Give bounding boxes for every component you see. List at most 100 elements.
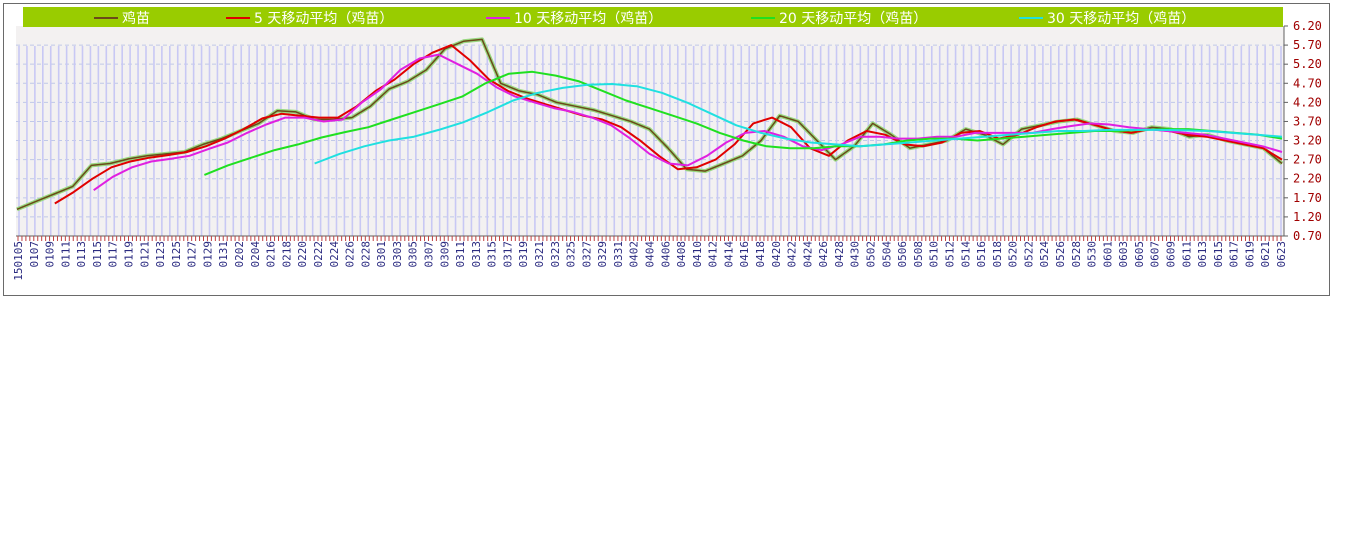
- y-tick-label: 1.70: [1293, 191, 1322, 205]
- x-tick-label: 0619: [1243, 241, 1256, 268]
- series-line: [93, 53, 1283, 192]
- x-tick-label: 0520: [1007, 241, 1020, 268]
- legend-bar: [23, 7, 1283, 27]
- series-lines: [16, 37, 1284, 212]
- x-tick-label: 0418: [754, 241, 767, 268]
- x-tick-label: 0607: [1149, 241, 1162, 268]
- x-tick-label: 0406: [659, 241, 672, 268]
- x-tick-label: 0508: [912, 241, 925, 268]
- x-tick-label: 0526: [1054, 241, 1067, 268]
- x-tick-label: 0528: [1070, 241, 1083, 268]
- x-tick-label: 0605: [1133, 241, 1146, 268]
- x-tick-label: 0510: [928, 241, 941, 268]
- legend-label: 30 天移动平均（鸡苗）: [1047, 10, 1195, 27]
- y-tick-label: 2.20: [1293, 172, 1322, 186]
- legend-label: 鸡苗: [122, 10, 150, 27]
- y-tick-label: 3.20: [1293, 134, 1322, 148]
- x-tick-label: 0424: [801, 241, 814, 268]
- x-tick-label: 0522: [1022, 241, 1035, 268]
- x-tick-label: 0617: [1228, 241, 1241, 268]
- x-tick-label: 0107: [28, 241, 41, 268]
- x-tick-label: 0204: [249, 241, 262, 268]
- y-tick-label: 5.20: [1293, 57, 1322, 71]
- x-tick-label: 0323: [549, 241, 562, 268]
- x-tick-label: 0426: [817, 241, 830, 268]
- y-axis-ticks: 6.20 5.70 5.20 4.70 4.20 3.70 3.20 2.70 2.20 1.70…: [1284, 19, 1322, 243]
- x-tick-label: 0506: [896, 241, 909, 268]
- x-tick-label: 0303: [391, 241, 404, 268]
- chart-svg: 6.20 5.70 5.20 4.70 4.20 3.70 3.20 2.70 2.20 1.70…: [12, 7, 1322, 281]
- y-tick-label: 0.70: [1293, 229, 1322, 243]
- x-tick-label: 0222: [312, 241, 325, 268]
- x-tick-label: 0516: [975, 241, 988, 268]
- x-tick-label: 0410: [691, 241, 704, 268]
- x-tick-label: 0416: [738, 241, 751, 268]
- y-tick-label: 2.70: [1293, 153, 1322, 167]
- x-tick-label: 0524: [1038, 241, 1051, 268]
- x-tick-label: 0220: [296, 241, 309, 268]
- x-tick-label: 0329: [596, 241, 609, 268]
- x-tick-label: 0115: [91, 241, 104, 268]
- x-tick-label: 0311: [454, 241, 467, 268]
- x-axis-ticks: 150105 0107 0109 0111 0113 0115 0117 0119 0121 01…: [12, 236, 1288, 281]
- x-tick-label: 0502: [865, 241, 878, 268]
- legend-label: 20 天移动平均（鸡苗）: [779, 10, 927, 27]
- x-tick-label: 0129: [201, 241, 214, 268]
- x-tick-label: 0119: [123, 241, 136, 268]
- x-tick-label: 0127: [186, 241, 199, 268]
- x-tick-label: 0428: [833, 241, 846, 268]
- series-line: [314, 83, 1283, 165]
- x-tick-label: 0430: [849, 241, 862, 268]
- x-tick-label: 0313: [470, 241, 483, 268]
- legend-label: 10 天移动平均（鸡苗）: [514, 10, 662, 27]
- y-tick-label: 3.70: [1293, 114, 1322, 128]
- x-tick-label: 0412: [707, 241, 720, 268]
- x-tick-label: 0111: [59, 241, 72, 268]
- x-tick-label: 0117: [107, 241, 120, 268]
- x-tick-label: 0125: [170, 241, 183, 268]
- x-tick-label: 0613: [1196, 241, 1209, 268]
- x-tick-label: 0327: [580, 241, 593, 268]
- legend: 鸡苗 5 天移动平均（鸡苗） 10 天移动平均（鸡苗） 20 天移动平均（鸡苗） 30 …: [94, 10, 1195, 27]
- x-tick-label: 150105: [12, 241, 25, 281]
- x-tick-label: 0530: [1086, 241, 1099, 268]
- x-tick-label: 0609: [1164, 241, 1177, 268]
- x-tick-label: 0131: [217, 241, 230, 268]
- x-tick-label: 0109: [44, 241, 57, 268]
- y-tick-label: 4.20: [1293, 95, 1322, 109]
- x-tick-label: 0228: [359, 241, 372, 268]
- y-tick-label: 5.70: [1293, 38, 1322, 52]
- x-tick-label: 0611: [1180, 241, 1193, 268]
- x-tick-label: 0615: [1212, 241, 1225, 268]
- x-tick-label: 0603: [1117, 241, 1130, 268]
- x-tick-label: 0218: [280, 241, 293, 268]
- x-tick-label: 0512: [943, 241, 956, 268]
- x-tick-label: 0422: [786, 241, 799, 268]
- x-tick-label: 0404: [644, 241, 657, 268]
- x-tick-label: 0414: [722, 241, 735, 268]
- x-tick-label: 0514: [959, 241, 972, 268]
- x-tick-label: 0226: [344, 241, 357, 268]
- x-tick-label: 0202: [233, 241, 246, 268]
- x-tick-label: 0325: [565, 241, 578, 268]
- x-tick-label: 0307: [422, 241, 435, 268]
- x-tick-label: 0224: [328, 241, 341, 268]
- y-tick-label: 1.20: [1293, 210, 1322, 224]
- x-tick-label: 0331: [612, 241, 625, 268]
- x-tick-label: 0315: [486, 241, 499, 268]
- x-tick-label: 0601: [1101, 241, 1114, 268]
- x-tick-label: 0113: [75, 241, 88, 268]
- x-tick-label: 0123: [154, 241, 167, 268]
- x-tick-label: 0420: [770, 241, 783, 268]
- x-tick-label: 0504: [880, 241, 893, 268]
- x-tick-label: 0623: [1275, 241, 1288, 268]
- chart-frame: 6.20 5.70 5.20 4.70 4.20 3.70 3.20 2.70 2.20 1.70…: [3, 3, 1330, 296]
- x-tick-label: 0317: [501, 241, 514, 268]
- x-tick-label: 0319: [517, 241, 530, 268]
- x-tick-label: 0121: [138, 241, 151, 268]
- x-tick-label: 0408: [675, 241, 688, 268]
- x-tick-label: 0305: [407, 241, 420, 268]
- legend-label: 5 天移动平均（鸡苗）: [254, 10, 393, 27]
- x-tick-label: 0216: [265, 241, 278, 268]
- x-tick-label: 0518: [991, 241, 1004, 268]
